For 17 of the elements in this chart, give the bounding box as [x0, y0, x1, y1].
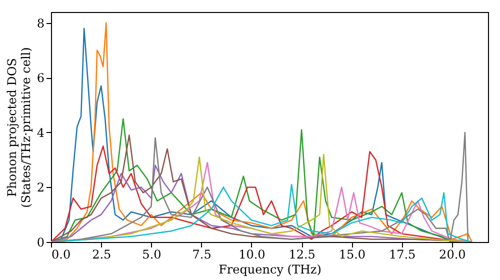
y-tick-label: 8: [36, 16, 44, 30]
y-axis-title: Phonon projected DOS (States/THz·primitive cell): [4, 47, 33, 208]
line-series: [51, 184, 473, 242]
x-tick-label: 7.5: [192, 248, 212, 262]
x-tick-label: 0.0: [52, 248, 71, 262]
x-tick-label: 5.0: [142, 248, 162, 262]
x-tick-label: 17.5: [388, 248, 416, 262]
y-tick-label: 2: [36, 180, 44, 195]
x-tick-label: 10.0: [238, 248, 266, 262]
y-tick-label: 4: [36, 126, 45, 140]
y-tick-label: 0: [36, 236, 44, 250]
x-tick-label: 12.5: [288, 248, 316, 262]
x-tick-label: 2.5: [92, 248, 112, 262]
x-axis-title: Frequency (THz): [218, 262, 322, 276]
x-tick-label: 20.0: [439, 248, 466, 262]
x-tick-label: 15.0: [338, 248, 366, 262]
y-tick-label: 6: [36, 71, 44, 86]
